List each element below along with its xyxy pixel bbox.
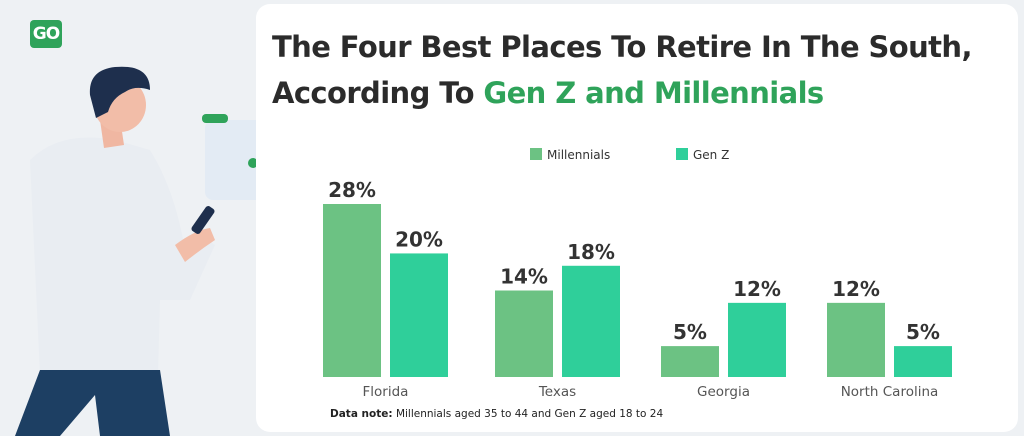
legend-label-0: Millennials	[547, 148, 610, 162]
data-label: 18%	[567, 240, 615, 264]
bar-florida-1	[390, 253, 448, 377]
shirt-shape	[30, 137, 215, 375]
hand-shape	[175, 228, 215, 262]
legend-swatch-1	[676, 148, 688, 160]
hair-shape	[89, 66, 150, 118]
pants-shape	[15, 370, 170, 436]
data-label: 12%	[832, 277, 880, 301]
bar-florida-0	[323, 204, 381, 377]
data-note: Data note: Millennials aged 35 to 44 and…	[330, 408, 663, 420]
bar-north-carolina-1	[894, 346, 952, 377]
data-note-label: Data note:	[330, 408, 393, 420]
data-label: 14%	[500, 265, 548, 289]
bar-georgia-0	[661, 346, 719, 377]
bar-georgia-1	[728, 302, 786, 377]
title-highlight: Gen Z and Millennials	[483, 76, 824, 110]
go-logo: GO	[30, 20, 62, 48]
data-label: 28%	[328, 178, 376, 202]
message-pill-icon	[202, 114, 228, 123]
category-label: Florida	[363, 384, 409, 400]
legend-swatch-0	[530, 148, 542, 160]
category-label: Georgia	[697, 384, 750, 400]
data-label: 5%	[906, 320, 940, 344]
chat-bubble-shape	[205, 120, 265, 200]
data-label: 5%	[673, 320, 707, 344]
chart-card	[256, 4, 1018, 432]
category-label: North Carolina	[841, 384, 939, 400]
data-label: 20%	[395, 227, 443, 251]
bar-texas-1	[562, 265, 620, 377]
phone-icon	[191, 206, 215, 234]
data-note-text: Millennials aged 35 to 44 and Gen Z aged…	[395, 408, 664, 420]
bar-north-carolina-0	[827, 302, 885, 377]
legend-label-1: Gen Z	[693, 148, 729, 162]
title-text: The Four Best Places To Retire In The So…	[272, 30, 972, 110]
category-label: Texas	[538, 384, 576, 400]
bar-texas-0	[495, 290, 553, 377]
data-label: 12%	[733, 277, 781, 301]
chart-title: The Four Best Places To Retire In The So…	[272, 24, 1012, 116]
notification-dot-icon	[248, 158, 258, 168]
